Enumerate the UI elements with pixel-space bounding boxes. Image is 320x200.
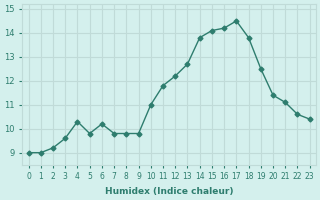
X-axis label: Humidex (Indice chaleur): Humidex (Indice chaleur) [105, 187, 233, 196]
